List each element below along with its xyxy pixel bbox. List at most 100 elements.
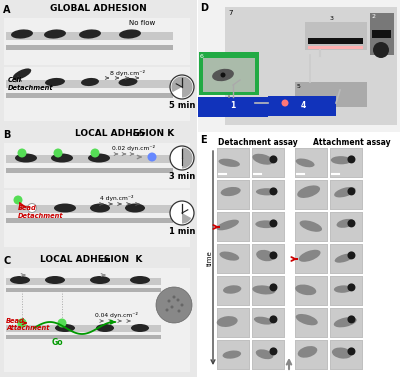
- Bar: [253, 245, 284, 273]
- Bar: [6, 168, 173, 173]
- Bar: [6, 288, 161, 292]
- Circle shape: [180, 303, 184, 307]
- Text: 1 min: 1 min: [169, 227, 195, 236]
- Bar: [253, 181, 284, 209]
- Bar: [225, 7, 397, 125]
- Ellipse shape: [256, 188, 278, 195]
- Bar: [6, 325, 161, 332]
- Bar: [295, 308, 328, 338]
- Ellipse shape: [255, 221, 277, 228]
- Bar: [217, 308, 250, 338]
- Ellipse shape: [45, 276, 65, 284]
- Circle shape: [270, 187, 278, 195]
- Bar: [6, 93, 173, 98]
- Bar: [0, 252, 197, 377]
- Bar: [198, 97, 268, 117]
- Ellipse shape: [118, 78, 138, 86]
- Bar: [218, 245, 249, 273]
- Circle shape: [170, 75, 194, 99]
- Text: Bead
Attachment: Bead Attachment: [6, 318, 49, 331]
- Text: C: C: [3, 256, 10, 266]
- Ellipse shape: [295, 285, 316, 295]
- Ellipse shape: [336, 219, 354, 228]
- Bar: [296, 181, 327, 209]
- Ellipse shape: [13, 69, 31, 80]
- Bar: [6, 278, 161, 285]
- Text: Cell
Detachment: Cell Detachment: [8, 77, 54, 91]
- Bar: [252, 340, 285, 370]
- Circle shape: [270, 251, 278, 259]
- Bar: [308, 38, 363, 44]
- Ellipse shape: [15, 153, 37, 162]
- Circle shape: [270, 284, 278, 291]
- Bar: [218, 341, 249, 369]
- Text: 4: 4: [300, 101, 306, 109]
- Ellipse shape: [252, 285, 276, 294]
- Bar: [6, 155, 173, 163]
- Text: 7: 7: [228, 10, 232, 16]
- Circle shape: [18, 319, 26, 328]
- Ellipse shape: [217, 316, 238, 327]
- Text: Detachment assay: Detachment assay: [218, 138, 298, 147]
- Ellipse shape: [218, 159, 240, 167]
- Circle shape: [28, 204, 36, 213]
- Bar: [198, 132, 400, 377]
- Ellipse shape: [55, 324, 75, 332]
- Bar: [4, 67, 190, 121]
- Bar: [253, 277, 284, 305]
- Circle shape: [282, 100, 288, 106]
- Bar: [296, 341, 327, 369]
- Ellipse shape: [222, 351, 241, 359]
- Bar: [217, 340, 250, 370]
- Bar: [217, 244, 250, 274]
- Circle shape: [148, 153, 156, 161]
- Bar: [331, 213, 362, 241]
- Text: time: time: [207, 250, 213, 266]
- Ellipse shape: [88, 153, 110, 162]
- Bar: [0, 126, 197, 252]
- Bar: [217, 148, 250, 178]
- Text: Bead
Detachment: Bead Detachment: [18, 205, 64, 219]
- Ellipse shape: [256, 349, 273, 359]
- Ellipse shape: [51, 153, 73, 162]
- Bar: [331, 309, 362, 337]
- Ellipse shape: [334, 317, 357, 327]
- Circle shape: [54, 149, 62, 158]
- Bar: [295, 340, 328, 370]
- Bar: [253, 213, 284, 241]
- Bar: [308, 46, 363, 49]
- Bar: [6, 32, 173, 40]
- Ellipse shape: [299, 250, 320, 262]
- Circle shape: [168, 299, 170, 302]
- Circle shape: [166, 308, 168, 311]
- Ellipse shape: [298, 346, 317, 358]
- Text: 2: 2: [371, 14, 375, 19]
- Ellipse shape: [45, 78, 65, 86]
- Bar: [6, 80, 173, 88]
- Bar: [252, 148, 285, 178]
- Wedge shape: [172, 77, 192, 98]
- Bar: [330, 308, 363, 338]
- Bar: [331, 149, 362, 177]
- Bar: [330, 244, 363, 274]
- Text: 6: 6: [200, 54, 204, 59]
- Bar: [296, 277, 327, 305]
- Ellipse shape: [131, 324, 149, 332]
- Bar: [252, 244, 285, 274]
- Bar: [305, 22, 367, 50]
- Ellipse shape: [125, 204, 145, 213]
- Bar: [331, 277, 362, 305]
- Ellipse shape: [300, 221, 322, 232]
- Bar: [295, 244, 328, 274]
- Bar: [252, 212, 285, 242]
- Text: Go: Go: [52, 338, 64, 347]
- Circle shape: [176, 299, 180, 302]
- Circle shape: [172, 296, 176, 299]
- Circle shape: [220, 72, 226, 78]
- Circle shape: [170, 146, 194, 170]
- Text: 0.02 dyn.cm⁻²: 0.02 dyn.cm⁻²: [112, 145, 155, 151]
- Bar: [253, 309, 284, 337]
- Bar: [217, 212, 250, 242]
- Text: ON: ON: [101, 258, 112, 263]
- Ellipse shape: [334, 187, 356, 198]
